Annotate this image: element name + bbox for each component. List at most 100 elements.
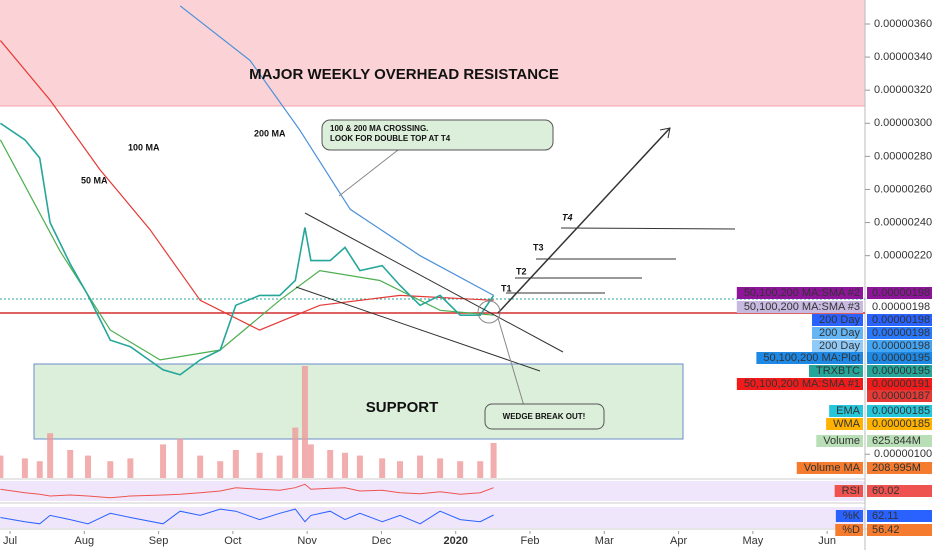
wedge-box [484, 403, 605, 430]
volume-bar [177, 438, 184, 478]
price-badge-value-text: 0.00000187 [872, 390, 930, 402]
price-badge-label [736, 378, 863, 390]
volume-bar [67, 450, 74, 478]
price-badge-label-text: 200 Day [819, 327, 860, 339]
price-badge-label [809, 365, 863, 377]
price-badge-value [867, 287, 932, 299]
target-label: T4 [562, 212, 573, 222]
y-tick-label: 0.00000100 [874, 448, 932, 460]
rsi-pane [0, 481, 865, 501]
price-badge-value [867, 378, 932, 390]
x-tick-label: Nov [297, 535, 317, 547]
price-badge-label [812, 327, 863, 339]
x-tick-label: May [742, 535, 763, 547]
rsi-line [0, 483, 494, 499]
moving-average [0, 139, 494, 361]
price-badge-label-text: WMA [833, 418, 861, 430]
price-badge-value-text: 0.00000198 [872, 314, 930, 326]
price-badge-value [867, 390, 932, 402]
x-tick-label: Mar [595, 535, 614, 547]
price-badge-value-text: 0.00000185 [872, 418, 930, 430]
resistance-zone [0, 0, 865, 106]
x-tick-label: Sep [149, 535, 169, 547]
price-badge-value-text: 0.00000198 [872, 287, 930, 299]
price-badge-value [867, 327, 932, 339]
volume-bar [292, 427, 299, 478]
volume-bar [276, 455, 283, 478]
ma-label: 100 MA [128, 142, 160, 152]
volume-bar [0, 455, 4, 478]
y-tick-label: 0.00000280 [874, 150, 932, 162]
price-badge-value-text: 625.844M [872, 435, 921, 447]
arrow-head [659, 127, 671, 139]
volume-bar [457, 461, 464, 478]
target-label: T2 [516, 266, 527, 276]
callout-text: 100 & 200 MA CROSSING. [330, 124, 428, 133]
drawings [295, 127, 736, 407]
price-badge-value-text: 0.00000198 [872, 340, 930, 352]
volume-bar [217, 461, 224, 478]
price-badge-label [835, 510, 863, 522]
price-badge-label-text: Volume [823, 435, 860, 447]
price-badge-value [867, 301, 932, 313]
volume-bar [342, 452, 349, 478]
volume-bar [232, 450, 239, 478]
volume-bar [256, 452, 263, 478]
moving-average [0, 40, 494, 331]
x-tick-label: Dec [372, 535, 392, 547]
price-badge-label [736, 287, 863, 299]
price-badge-value [867, 435, 932, 447]
volume-bar [490, 442, 497, 478]
price-badge-label [812, 340, 863, 352]
volume-bar [437, 458, 444, 478]
price-badge-value [867, 510, 932, 522]
price-badge-label [736, 301, 863, 313]
stoch-line [0, 508, 494, 525]
breakout-circle [477, 300, 501, 324]
x-tick-label: Oct [224, 535, 241, 547]
wedge-upper [304, 212, 564, 353]
price-badge-value-text: 56.42 [872, 524, 900, 536]
y-tick-label: 0.00000260 [874, 183, 932, 195]
price-badge-value-text: 62.11 [872, 510, 899, 522]
price-line-series [0, 122, 495, 376]
y-tick-label: 0.00000300 [874, 117, 932, 129]
price-badge-value-text: 0.00000195 [872, 365, 930, 377]
callout-text: LOOK FOR DOUBLE TOP AT T4 [330, 134, 451, 143]
volume-bar [197, 455, 204, 478]
price-badge-label-text: Volume MA [804, 462, 861, 474]
t4-line [560, 227, 736, 230]
price-badge-value-text: 0.00000191 [872, 378, 930, 390]
price-badge-label-text: 50,100,200 MA:Plot [763, 352, 860, 364]
price-badge-label-text: 50,100,200 MA:SMA #1 [744, 378, 860, 390]
volume-bar [21, 458, 28, 478]
volume-bar [47, 433, 54, 478]
x-tick-label: 2020 [443, 535, 467, 547]
target-arrow [497, 127, 671, 314]
volume-bar [327, 450, 334, 478]
volume-bar [477, 461, 484, 478]
price-badge-value [867, 405, 932, 417]
price-badge-label-text: 200 Day [819, 340, 860, 352]
volume-bar [397, 461, 404, 478]
price-badge-value-text: 0.00000195 [872, 352, 930, 364]
price-badge-value [867, 462, 932, 474]
price-badge-value [867, 314, 932, 326]
price-badge-label-text: RSI [842, 485, 860, 497]
y-tick-label: 0.00000220 [874, 250, 932, 262]
price-badge-value-text: 0.00000198 [872, 327, 930, 339]
price-badge-label-text: 50,100,200 MA:SMA #2 [744, 287, 860, 299]
price-badge-value-text: 60.02 [872, 485, 900, 497]
price-badge-value [867, 340, 932, 352]
x-tick-label: Jul [3, 535, 17, 547]
price-badge-label [826, 418, 863, 430]
target-label: T3 [533, 242, 544, 252]
y-tick-label: 0.00000340 [874, 51, 932, 63]
price-badge-label-text: EMA [836, 405, 861, 417]
price-badge-label [812, 314, 863, 326]
price-badge-label [835, 524, 863, 536]
volume-bar [417, 455, 424, 478]
moving-average [179, 5, 494, 296]
wedge-lower [295, 286, 541, 372]
volume-bar [85, 455, 92, 478]
